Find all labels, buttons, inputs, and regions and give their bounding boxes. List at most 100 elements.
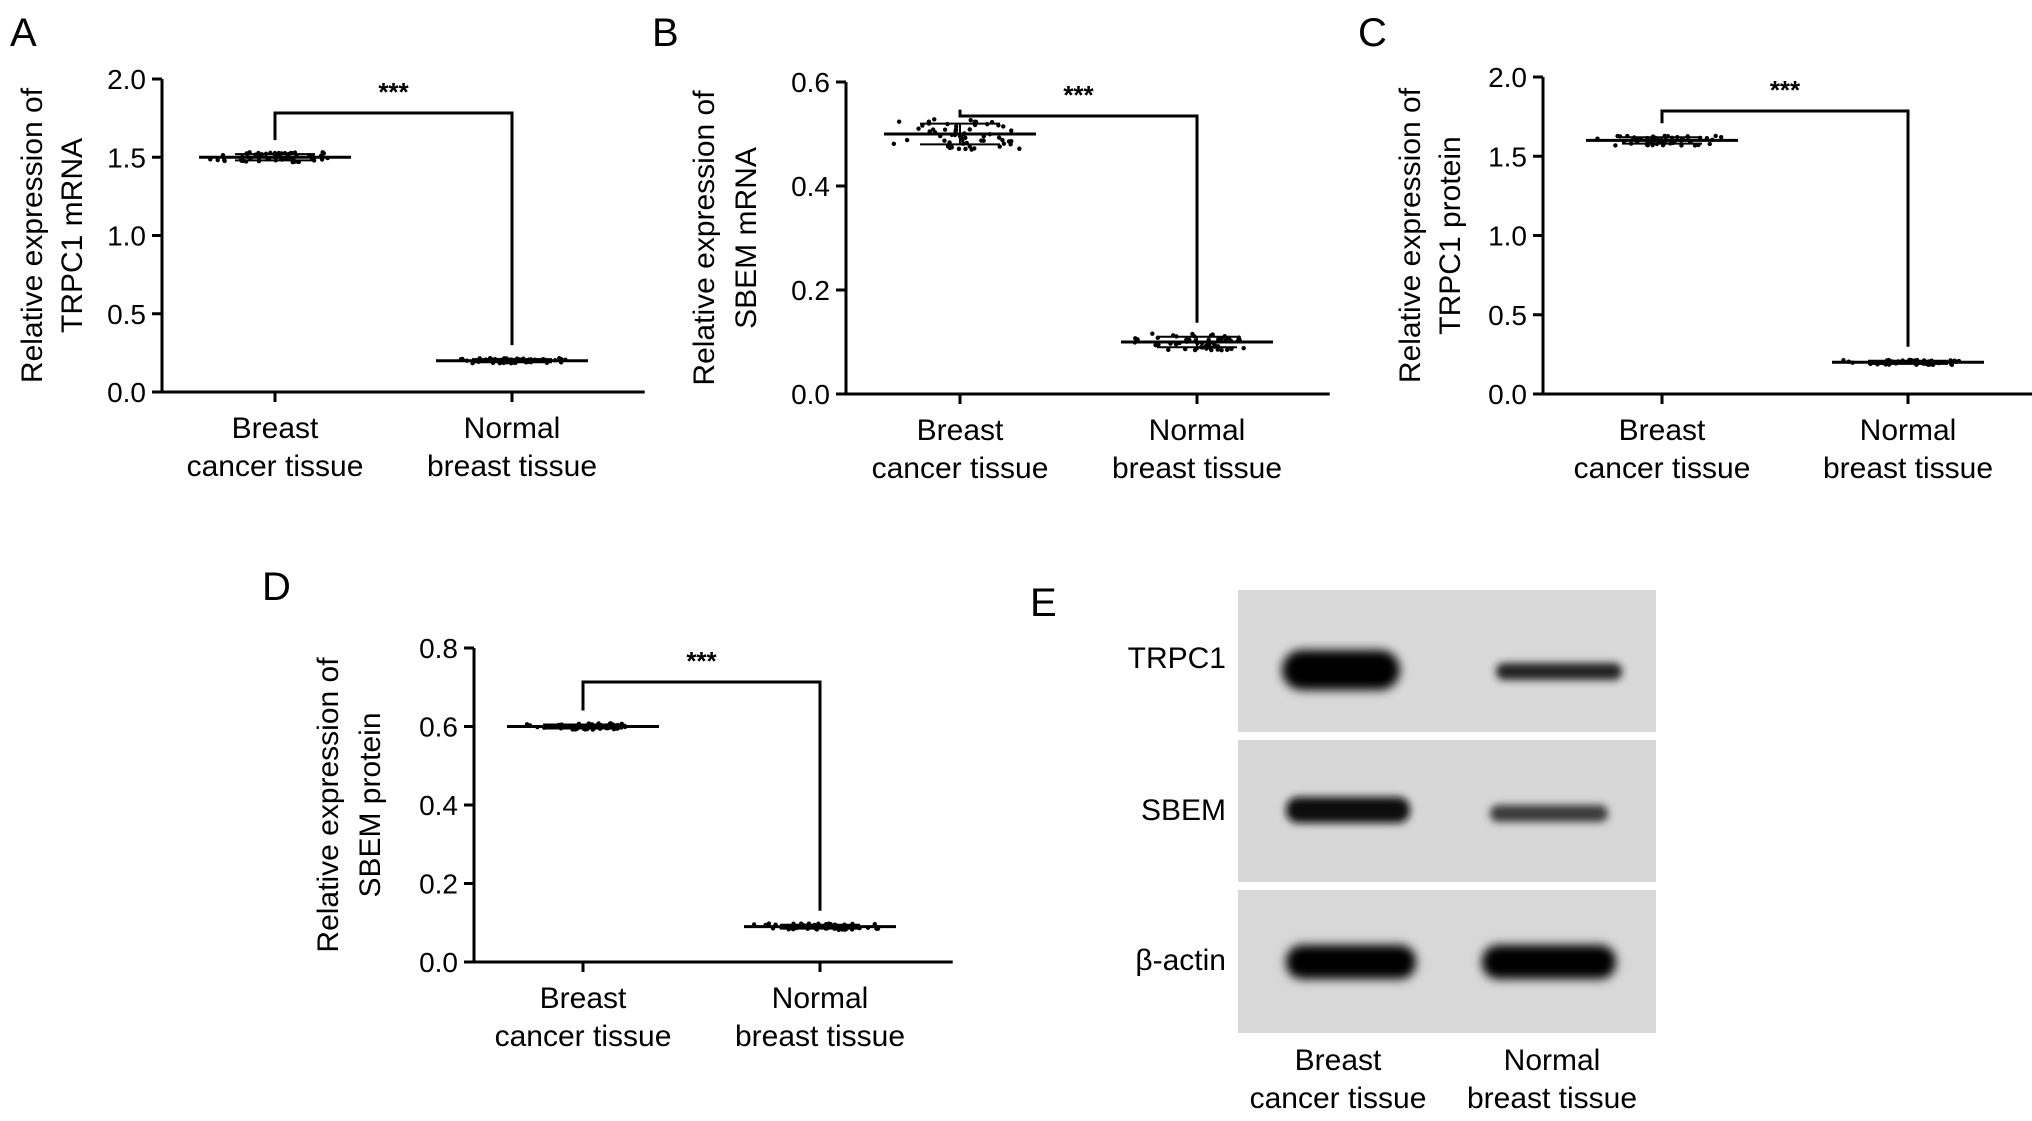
panel-d-significance-label: *** <box>686 646 717 676</box>
panel-d-x-tick-label: cancer tissue <box>495 1020 672 1053</box>
panel-b-data-point <box>896 119 902 124</box>
western-blot-panel: TRPC1 SBEM β-actin Breast cancer tissue … <box>1128 590 1656 1115</box>
panel-b-data-point <box>969 147 974 152</box>
panel-a-x-tick-label: Normal <box>464 412 561 445</box>
panel-a-x-tick-label: Breast <box>232 412 319 445</box>
panel-b-data-point <box>942 127 948 132</box>
panel-b-data-point <box>963 146 968 152</box>
panel-b-data-point <box>1210 332 1215 337</box>
panel-d-y-axis-label: SBEM protein <box>354 712 387 897</box>
panel-d-x-tick-label: breast tissue <box>735 1020 905 1053</box>
panel-b-data-point <box>1000 137 1005 143</box>
panel-b-y-tick-label: 0.6 <box>791 67 830 98</box>
panel-b-x-tick-label: Normal <box>1149 414 1246 447</box>
panel-a-y-tick-label: 0.5 <box>107 299 146 330</box>
panel-a-x-tick-label: breast tissue <box>427 450 597 483</box>
panel-b-significance-bracket <box>958 109 1199 323</box>
blot-band-trpc1-normal <box>1496 663 1622 680</box>
panel-a-y-tick-label: 1.5 <box>107 142 146 173</box>
panel-b-y-axis-label: SBEM mRNA <box>730 147 763 329</box>
panel-a-significance-label: *** <box>378 77 409 107</box>
panel-letter-a: A <box>10 11 37 55</box>
blot-row-label-sbem: SBEM <box>1141 794 1226 827</box>
panel-b-x-tick-label: breast tissue <box>1112 452 1282 485</box>
chart-panel-d: 0.0 0.2 0.4 0.6 0.8 Breast cancer tissue Normal… <box>312 633 953 1053</box>
panel-b-data-point <box>1166 347 1171 353</box>
blot-lane-label-normal-1: Normal <box>1504 1044 1601 1077</box>
panel-b-data-point <box>1009 138 1014 144</box>
panel-b-data-point <box>891 141 897 147</box>
panel-d-x-tick-label: Breast <box>540 982 627 1015</box>
panel-a-y-tick-label: 1.0 <box>107 221 146 252</box>
panel-d-y-tick-label: 0.8 <box>419 633 458 664</box>
panel-d-significance-bracket <box>581 680 822 911</box>
panel-a-x-tick-label: cancer tissue <box>187 450 364 483</box>
panel-d-y-tick-label: 0.0 <box>419 947 458 978</box>
panel-a-y-axis-label: TRPC1 mRNA <box>56 138 89 333</box>
blot-row-label-beta-actin: β-actin <box>1135 944 1226 977</box>
panel-b-data-point <box>1150 331 1155 336</box>
panel-b-data-point <box>1224 347 1230 353</box>
panel-b-data-point <box>953 127 959 132</box>
panel-c-y-axis-label: TRPC1 protein <box>1434 136 1467 334</box>
panel-a-data-point <box>215 157 220 163</box>
panel-b-data-point <box>1236 336 1241 342</box>
panel-b-data-point <box>1241 345 1246 351</box>
panel-c-data-point <box>1718 134 1724 140</box>
panel-b-data-point <box>968 117 973 123</box>
panel-d-y-axis-label: Relative expression of <box>312 657 345 953</box>
panel-b-data-point <box>1009 128 1014 133</box>
panel-d-y-tick-label: 0.4 <box>419 790 458 821</box>
panel-c-data-point <box>1713 133 1718 139</box>
panel-b-data-point <box>956 146 962 152</box>
blot-lane-label-normal-2: breast tissue <box>1467 1082 1637 1115</box>
panel-a-y-tick-label: 0.0 <box>107 377 146 408</box>
blot-row-label-trpc1: TRPC1 <box>1128 642 1226 675</box>
panel-b-data-point <box>1219 336 1224 342</box>
panel-b-data-point <box>1133 336 1138 341</box>
blot-band-beta-actin-cancer <box>1286 945 1416 979</box>
blot-lane-label-cancer-1: Breast <box>1295 1044 1382 1077</box>
panel-b-x-tick-label: Breast <box>917 414 1004 447</box>
blot-lane-label-cancer-2: cancer tissue <box>1250 1082 1427 1115</box>
panel-b-data-point <box>1001 141 1007 146</box>
blot-band-trpc1-cancer <box>1282 650 1400 690</box>
panel-b-y-tick-label: 0.4 <box>791 171 830 202</box>
panel-a-y-tick-label: 2.0 <box>107 64 146 95</box>
panel-b-significance-label: *** <box>1063 80 1094 110</box>
panel-b-data-point <box>997 144 1002 149</box>
panel-b-data-point <box>1001 124 1006 129</box>
panel-c-x-tick-label: Breast <box>1619 414 1706 447</box>
panel-b-data-point <box>949 145 955 150</box>
panel-c-data-point <box>1613 143 1618 148</box>
panel-b-data-point <box>1216 336 1221 342</box>
panel-b-data-point <box>930 127 936 132</box>
panel-c-x-tick-label: Normal <box>1860 414 1957 447</box>
panel-c-significance-label: *** <box>1770 75 1801 105</box>
chart-panel-a: 0.0 0.5 1.0 1.5 2.0 Breast cancer tissue Normal… <box>16 64 645 483</box>
blot-band-sbem-cancer <box>1286 797 1410 823</box>
panel-c-x-tick-label: cancer tissue <box>1574 452 1751 485</box>
panel-b-data-point <box>1017 146 1022 151</box>
panel-d-x-tick-label: Normal <box>772 982 869 1015</box>
panel-c-data-point <box>1617 134 1623 139</box>
panel-c-y-tick-label: 0.5 <box>1488 300 1527 331</box>
panel-c-data-point <box>1707 141 1712 147</box>
chart-panel-b: 0.0 0.2 0.4 0.6 Breast cancer tissue Normal bre… <box>688 67 1330 485</box>
panel-c-y-tick-label: 2.0 <box>1488 62 1527 93</box>
panel-letter-e: E <box>1030 581 1057 625</box>
panel-c-y-tick-label: 1.5 <box>1488 141 1527 172</box>
panel-b-y-axis-label: Relative expression of <box>688 90 721 386</box>
panel-b-data-point <box>1156 342 1161 347</box>
panel-a-data-point <box>222 158 227 164</box>
blot-band-beta-actin-normal <box>1482 945 1616 979</box>
panel-a-significance-bracket <box>273 111 514 346</box>
blot-band-sbem-normal <box>1490 805 1608 822</box>
panel-b-data-point <box>963 135 968 140</box>
panel-c-y-axis-label: Relative expression of <box>1394 87 1427 383</box>
panel-a-y-axis-label: Relative expression of <box>16 87 49 383</box>
panel-a-data-point <box>320 150 325 155</box>
panel-letter-b: B <box>652 11 679 55</box>
panel-b-data-point <box>916 126 921 131</box>
panel-d-y-tick-label: 0.6 <box>419 712 458 743</box>
